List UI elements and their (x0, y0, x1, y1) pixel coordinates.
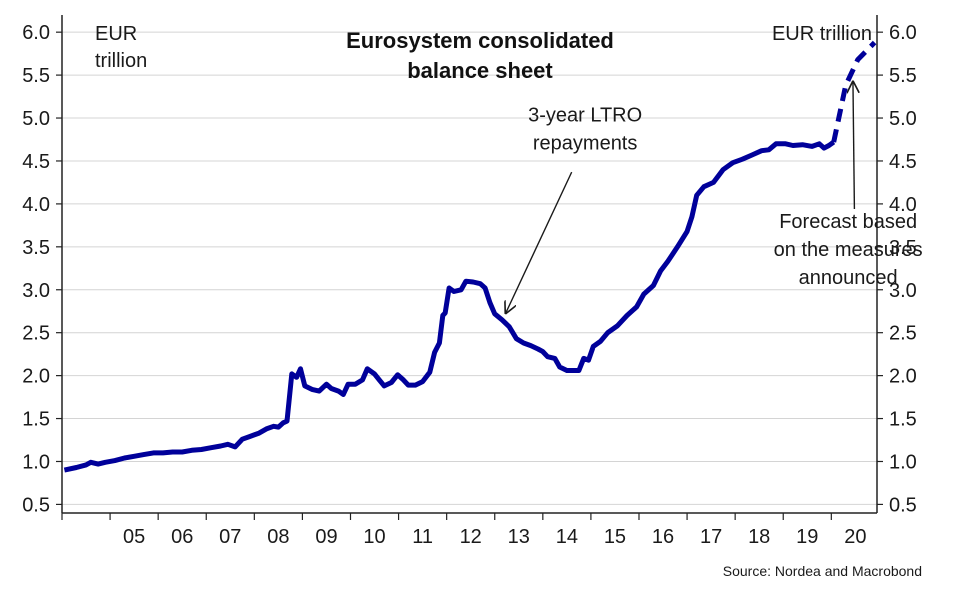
balance-sheet-line (63, 140, 836, 473)
x-tick-label: 16 (652, 526, 674, 548)
right-tick-label: 1.0 (889, 451, 917, 473)
chart-title-line1: Eurosystem consolidated (346, 28, 614, 53)
left-tick-label: 4.0 (22, 194, 50, 216)
x-tick-label: 10 (363, 526, 385, 548)
left-tick-label: 3.5 (22, 237, 50, 259)
x-tick-label: 18 (748, 526, 770, 548)
annotation-1-line-1: on the measures (774, 239, 923, 261)
right-tick-label: 4.5 (889, 151, 917, 173)
right-tick-label: 0.5 (889, 494, 917, 516)
chart-title-line2: balance sheet (407, 58, 553, 83)
right-tick-label: 2.0 (889, 366, 917, 388)
x-axis-ticks (61, 513, 832, 520)
right-tick-label: 5.5 (889, 65, 917, 87)
annotation-1-arrow (853, 82, 854, 210)
left-tick-label: 5.0 (22, 108, 50, 130)
annotation-0-arrow (506, 171, 573, 313)
x-axis-labels: 05 06 07 08 09 10 11 12 13 14 15 16 17 18 19 20 (123, 526, 866, 548)
forecast-line (831, 40, 877, 143)
x-tick-label: 06 (171, 526, 193, 548)
left-y-axis: 0.5 1.0 1.5 2.0 2.5 3.0 3.5 4.0 4.5 5.0 5.5 6.0 (22, 22, 62, 516)
annotation-1-line-0: Forecast based (779, 211, 917, 233)
unit-label-right: EUR trillion (772, 23, 872, 45)
left-tick-label: 6.0 (22, 22, 50, 44)
x-tick-label: 05 (123, 526, 145, 548)
right-tick-label: 2.5 (889, 323, 917, 345)
left-tick-label: 3.0 (22, 280, 50, 302)
gridlines (62, 31, 877, 505)
left-tick-label: 5.5 (22, 65, 50, 87)
x-tick-label: 09 (315, 526, 337, 548)
annotation-1-line-2: announced (799, 267, 898, 289)
right-tick-label: 3.0 (889, 280, 917, 302)
left-tick-label: 2.5 (22, 323, 50, 345)
series-layer (63, 40, 877, 473)
unit-label-left-line1: EUR (95, 23, 137, 45)
x-tick-label: 20 (844, 526, 866, 548)
x-tick-label: 12 (460, 526, 482, 548)
right-tick-label: 3.5 (889, 237, 917, 259)
right-y-axis: 0.5 1.0 1.5 2.0 2.5 3.0 3.5 4.0 4.5 5.0 5.5 6.0 (877, 22, 917, 516)
annotation-0-line-1: repayments (533, 132, 638, 154)
unit-label-left-line2: trillion (95, 50, 147, 72)
x-tick-label: 14 (556, 526, 578, 548)
source-note: Source: Nordea and Macrobond (723, 563, 922, 579)
left-tick-label: 1.5 (22, 409, 50, 431)
x-tick-label: 07 (219, 526, 241, 548)
left-tick-label: 2.0 (22, 366, 50, 388)
x-tick-label: 17 (700, 526, 722, 548)
right-tick-label: 5.0 (889, 108, 917, 130)
left-tick-label: 0.5 (22, 494, 50, 516)
annotations: 3-year LTRO repayments Forecast based on th… (506, 82, 923, 313)
x-tick-label: 13 (508, 526, 530, 548)
left-tick-label: 4.5 (22, 151, 50, 173)
x-tick-label: 15 (604, 526, 626, 548)
left-tick-label: 1.0 (22, 451, 50, 473)
x-tick-label: 08 (267, 526, 289, 548)
right-tick-label: 6.0 (889, 22, 917, 44)
annotation-0-line-0: 3-year LTRO (528, 104, 642, 126)
right-tick-label: 4.0 (889, 194, 917, 216)
x-tick-label: 11 (412, 526, 433, 548)
right-tick-label: 1.5 (889, 409, 917, 431)
x-tick-label: 19 (796, 526, 818, 548)
